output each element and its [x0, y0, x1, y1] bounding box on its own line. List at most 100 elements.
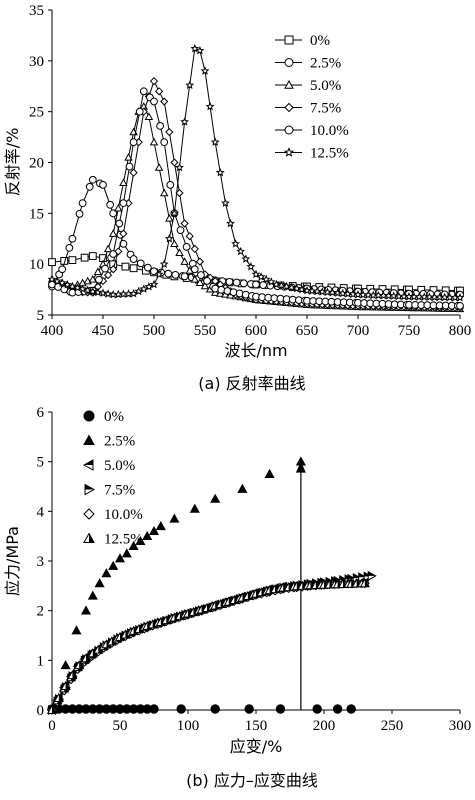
b-point [80, 605, 92, 615]
b-point-fill [324, 580, 329, 589]
b-point-fill [329, 580, 334, 589]
a-point [52, 276, 62, 285]
a-series-10.0% [48, 87, 464, 310]
a-point [259, 281, 268, 289]
a-legend-label: 2.5% [310, 56, 341, 72]
a-point [119, 199, 128, 208]
a-point [139, 87, 148, 96]
a-point [78, 199, 87, 208]
b-point [237, 483, 248, 493]
b-point [87, 590, 98, 600]
b-legend-marker [83, 508, 95, 520]
a-point [129, 168, 138, 177]
a-point [292, 283, 302, 293]
a-point [135, 107, 144, 116]
a-point [455, 292, 465, 302]
b-y-tick-label: 1 [37, 653, 45, 669]
a-point [180, 117, 190, 126]
a-point [88, 175, 97, 184]
b-point [210, 704, 220, 714]
a-point [103, 289, 113, 298]
a-point [297, 284, 307, 294]
a-point [78, 284, 88, 293]
a-point [83, 285, 93, 295]
a-point [103, 244, 113, 253]
a-point [277, 280, 286, 290]
a-point [236, 246, 246, 256]
a-point [246, 261, 256, 271]
a-series-12.5% [47, 43, 465, 302]
a-point [185, 232, 194, 241]
a-point [98, 288, 108, 297]
b-point [210, 493, 221, 503]
a-point [190, 244, 199, 254]
b-legend-label: 7.5% [104, 483, 135, 499]
b-legend-marker-fill [84, 460, 93, 465]
a-point [149, 279, 159, 289]
a-point [241, 254, 251, 263]
a-point [62, 280, 72, 289]
b-point-fill [65, 681, 70, 690]
b-point-fill [343, 579, 348, 588]
a-point [169, 208, 179, 218]
a-caption: (a) 反射率曲线 [198, 374, 305, 393]
a-point [154, 87, 164, 96]
b-point [60, 660, 71, 670]
a-point [223, 287, 232, 295]
b-point-fill [72, 671, 77, 679]
a-point [149, 77, 159, 86]
a-point [170, 239, 179, 248]
b-point [275, 704, 286, 714]
a-point [101, 264, 109, 273]
a-legend-marker [284, 58, 294, 67]
a-point [67, 281, 77, 291]
a-point [205, 101, 215, 111]
a-point [164, 269, 173, 278]
a-point [119, 229, 128, 238]
b-point-fill [58, 693, 63, 702]
a-point [271, 279, 281, 289]
a-series-line [51, 105, 461, 310]
a-point [68, 256, 77, 265]
a-point [139, 284, 149, 293]
b-y-tick-label: 2 [37, 604, 45, 620]
a-point [195, 257, 205, 266]
a-point [195, 278, 205, 286]
a-point [197, 271, 205, 279]
b-legend: 0% 2.5% 5.0% 7.5% 10.0% 12.5% [82, 409, 143, 548]
b-series-12.5% [46, 578, 370, 714]
a-point [159, 188, 169, 197]
a-point [114, 247, 123, 256]
b-y-axis-label: 应力/MPa [3, 526, 22, 596]
b-point [121, 548, 132, 558]
a-point [182, 242, 191, 251]
a-legend-label: 10.0% [310, 123, 349, 139]
a-point [180, 257, 189, 265]
b-point-fill [288, 583, 293, 591]
a-point [210, 137, 220, 146]
a-point [225, 277, 234, 286]
a-point [129, 138, 138, 147]
a-point [99, 180, 107, 189]
a-point [93, 267, 103, 276]
a-point [252, 280, 260, 289]
b-x-tick-label: 100 [177, 718, 200, 734]
a-y-tick-label: 15 [29, 206, 44, 222]
b-point-fill [337, 580, 342, 588]
b-point-fill [356, 579, 361, 588]
b-point [114, 553, 126, 563]
a-point [108, 229, 118, 237]
a-point [144, 282, 154, 291]
a-point [226, 218, 235, 228]
a-legend-label: 12.5% [310, 146, 349, 162]
a-point [165, 213, 174, 222]
a-x-tick-label: 750 [398, 323, 421, 339]
b-point-fill [351, 579, 356, 588]
b-x-tick-label: 150 [245, 718, 268, 734]
a-y-tick-label: 5 [37, 308, 45, 324]
a-point [180, 219, 189, 228]
a-point [220, 198, 230, 207]
b-point [332, 704, 343, 714]
b-point-fill [302, 581, 307, 590]
a-point [175, 162, 184, 172]
